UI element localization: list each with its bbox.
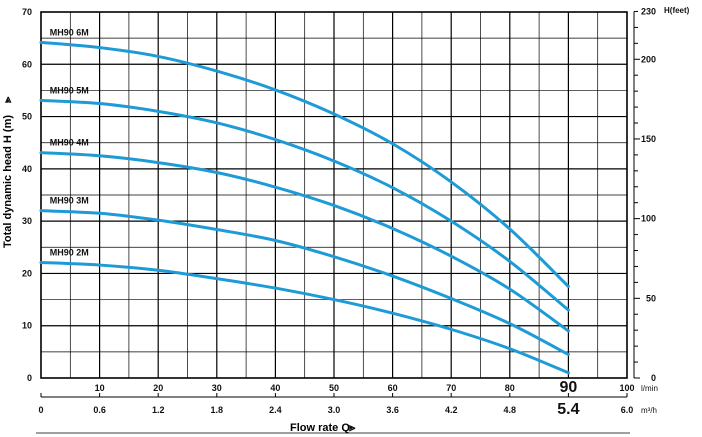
x-tick-label-lmin: 60 — [388, 383, 398, 393]
curve-series-4 — [39, 260, 570, 375]
x-tick-label-m3h: 4.2 — [445, 405, 458, 415]
y-tick-label: 20 — [22, 268, 32, 278]
curve-series-1 — [39, 98, 570, 312]
curve-series-2 — [39, 151, 570, 333]
series-curves — [39, 40, 570, 375]
y2-tick-label: 230 — [641, 6, 656, 16]
x-tick-label-lmin: 10 — [95, 383, 105, 393]
x-tick-label-m3h: 6.0 — [621, 405, 634, 415]
x-tick-label-lmin: 40 — [270, 383, 280, 393]
x-tick-label-m3h: 2.4 — [269, 405, 282, 415]
x-tick-label-m3h: 0 — [38, 405, 43, 415]
x-tick-label-m3h: 1.8 — [211, 405, 224, 415]
curve-label-series-1: MH90 5M — [50, 85, 89, 95]
x-tick-label-m3h: 0.6 — [93, 405, 106, 415]
x-tick-label-m3h: 3.6 — [386, 405, 399, 415]
x-tick-label-m3h: 3.0 — [328, 405, 341, 415]
x-tick-label-lmin: 30 — [212, 383, 222, 393]
y2-tick-label: 150 — [641, 134, 656, 144]
x-unit-m3h: m³/h — [641, 406, 657, 415]
y-tick-label: 50 — [22, 112, 32, 122]
curve-series-3 — [39, 209, 570, 356]
y-tick-label: 0 — [27, 373, 32, 383]
x-tick-label-lmin: 100 — [619, 383, 634, 393]
x-tick-label-lmin: 80 — [505, 383, 515, 393]
x-tick-label-m3h: 5.4 — [557, 401, 579, 418]
tick-labels: 0 10 20 30 40 50 60 70 10 20 30 40 50 60 70 80 90 100 0 0.6… — [22, 6, 656, 418]
y-tick-label: 40 — [22, 164, 32, 174]
y2-tick-label: 200 — [641, 54, 656, 64]
x-tick-label-lmin: 90 — [560, 379, 578, 396]
x-unit-lmin: l/min — [641, 384, 658, 393]
series-labels: MH90 6M MH90 5M MH90 4M MH90 3M MH90 2M — [50, 27, 89, 257]
x-tick-label-lmin: 70 — [446, 383, 456, 393]
x-axis-arrow: ⪢ — [349, 422, 356, 434]
curve-label-series-2: MH90 4M — [50, 138, 89, 148]
y-tick-label: 30 — [22, 216, 32, 226]
y-tick-label: 70 — [22, 7, 32, 17]
grid — [36, 10, 640, 434]
x-axis-title: Flow rate Q — [290, 422, 350, 434]
curve-label-series-3: MH90 3M — [50, 196, 89, 206]
curve-label-series-0: MH90 6M — [50, 27, 89, 37]
y2-tick-label: 100 — [641, 214, 656, 224]
y-tick-label: 60 — [22, 59, 32, 69]
curve-label-series-4: MH90 2M — [50, 247, 89, 257]
x-tick-label-lmin: 50 — [329, 383, 339, 393]
curve-series-0 — [39, 40, 570, 288]
x-tick-label-m3h: 4.8 — [504, 405, 517, 415]
y-axis-title: Total dynamic head H (m) — [2, 115, 14, 248]
y2-tick-label: 50 — [646, 293, 656, 303]
y-axis-arrow: ⪢ — [2, 96, 14, 103]
y2-axis-title: H(feet) — [664, 6, 690, 15]
y-axis-title-group: Total dynamic head H (m) ⪢ — [2, 96, 14, 248]
y2-tick-label: 0 — [651, 373, 656, 383]
x-tick-label-lmin: 20 — [153, 383, 163, 393]
x-tick-label-m3h: 1.2 — [152, 405, 165, 415]
y-tick-label: 10 — [22, 321, 32, 331]
